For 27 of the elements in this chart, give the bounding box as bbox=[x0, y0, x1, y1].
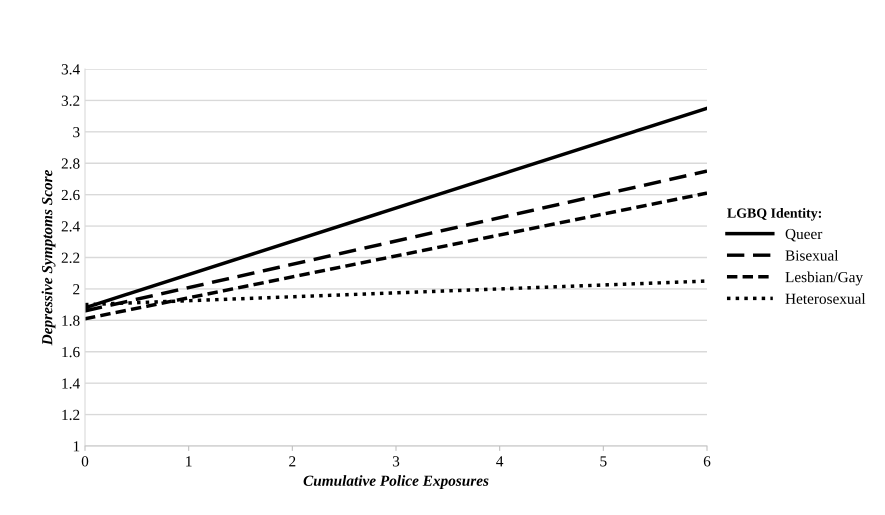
legend-label: Heterosexual bbox=[785, 293, 866, 304]
legend-title: LGBQ Identity: bbox=[727, 208, 822, 221]
legend-label: Queer bbox=[786, 228, 822, 242]
x-tick-label: 0 bbox=[82, 456, 88, 466]
y-tick-label: 3 bbox=[73, 127, 80, 138]
y-tick-label: 2.6 bbox=[62, 190, 80, 200]
x-tick-label: 3 bbox=[392, 456, 400, 466]
x-tick-label: 2 bbox=[289, 456, 296, 466]
x-tick-label: 5 bbox=[600, 456, 607, 466]
legend-label: Bisexual bbox=[785, 250, 838, 261]
x-tick-label: 4 bbox=[496, 456, 504, 466]
y-tick-label: 2 bbox=[73, 284, 80, 294]
y-tick-label: 1 bbox=[74, 441, 80, 452]
y-axis-title: Depressive Symptoms Score bbox=[42, 170, 56, 346]
x-tick-label: 1 bbox=[186, 456, 192, 466]
y-tick-label: 3.4 bbox=[62, 64, 80, 75]
legend-label: Lesbian/Gay bbox=[785, 272, 864, 286]
y-tick-label: 2.8 bbox=[62, 158, 80, 169]
y-tick-label: 1.2 bbox=[62, 410, 80, 420]
x-tick-label: 6 bbox=[704, 456, 710, 466]
y-tick-label: 1.8 bbox=[62, 315, 80, 326]
x-axis-title: Cumulative Police Exposures bbox=[304, 475, 488, 489]
y-tick-label: 2.2 bbox=[62, 252, 80, 264]
y-tick-label: 3.2 bbox=[62, 96, 80, 106]
y-tick-label: 1.4 bbox=[62, 378, 80, 389]
y-tick-label: 1.6 bbox=[62, 346, 80, 358]
y-tick-label: 2.4 bbox=[62, 221, 80, 232]
